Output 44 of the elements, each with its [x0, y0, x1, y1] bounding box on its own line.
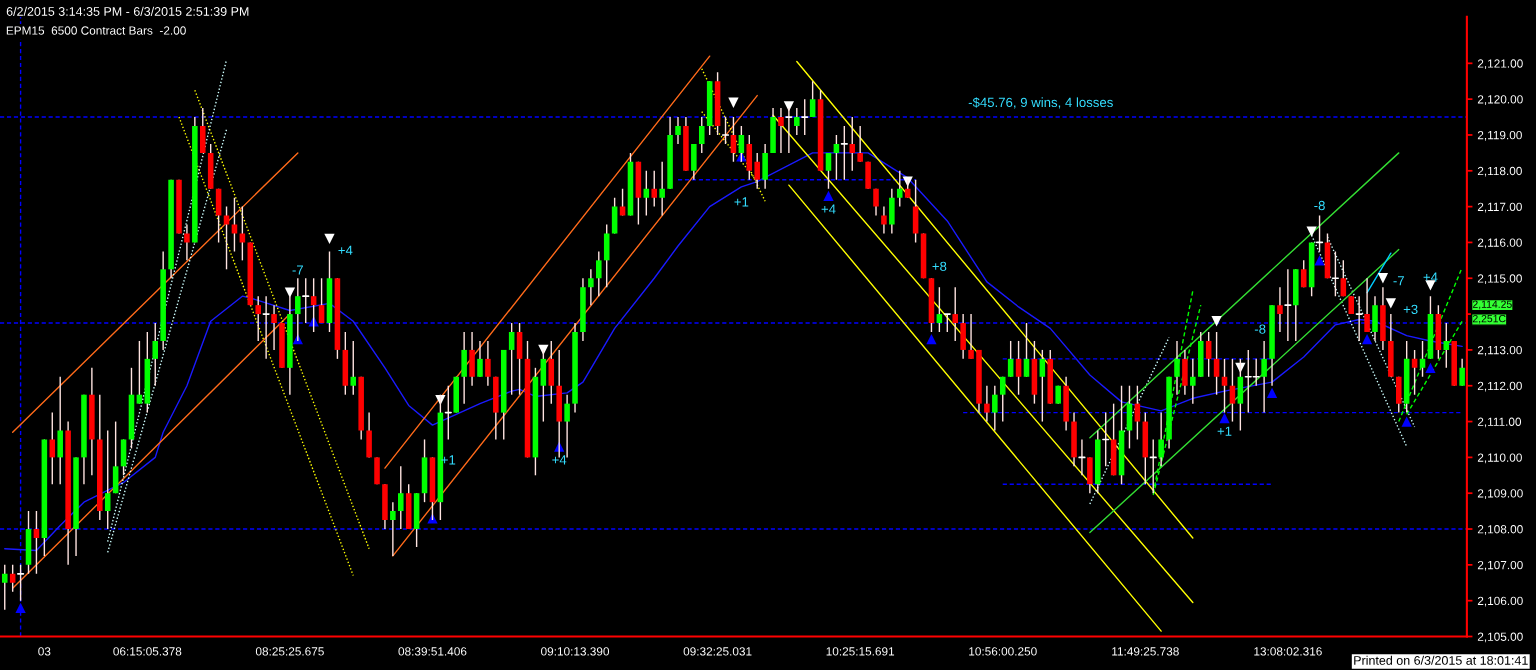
x-tick-label: 13:08:02.316 — [1254, 647, 1322, 656]
y-tick-label: 2,106.00 — [1477, 596, 1523, 607]
text: Printed on 6/3/2015 at 18:01:41 — [1354, 655, 1528, 665]
annotation: +1 — [734, 197, 749, 207]
y-tick-label: 2,117.00 — [1477, 202, 1522, 213]
annotation: -7 — [292, 265, 304, 275]
annotation: -8 — [1254, 324, 1266, 334]
y-tick-label: 2,119.00 — [1477, 131, 1522, 141]
x-tick-label: 06:15:05.378 — [113, 647, 182, 656]
x-tick-label: 08:25:25.675 — [255, 647, 324, 656]
y-tick-label: 2,110.00 — [1477, 453, 1522, 464]
chart-title: 6/2/2015 3:14:35 PM - 6/3/2015 2:51:39 PM — [6, 6, 249, 16]
y-tick-label: 2,105.00 — [1477, 632, 1523, 643]
y-tick-label: 2,120.00 — [1477, 95, 1523, 105]
text: 2,114.25 — [1472, 300, 1512, 310]
text: EPM15 6500 Contract Bars -2.00 — [6, 26, 186, 35]
x-tick-label: 08:39:51.406 — [398, 647, 467, 656]
y-tick-label: 2,113.00 — [1477, 345, 1522, 356]
y-tick-label: 2,111.00 — [1477, 417, 1522, 428]
annotation: -8 — [1314, 200, 1325, 211]
y-tick-label: 2,121.00 — [1477, 59, 1523, 70]
x-tick-label: 10:25:15.691 — [826, 647, 895, 656]
annotation: +4 — [338, 245, 353, 255]
x-tick-label: 09:10:13.390 — [541, 647, 610, 656]
annotation: +4 — [552, 455, 567, 465]
annotation: -7 — [1393, 276, 1404, 286]
annotation: -$45.76, 9 wins, 4 losses — [968, 97, 1113, 109]
x-tick-label: 09:32:25.031 — [683, 647, 752, 656]
annotation: +1 — [1217, 426, 1232, 436]
y-tick-label: 2,109.00 — [1477, 489, 1523, 499]
text: 2,251C — [1472, 314, 1506, 324]
y-tick-label: 2,118.00 — [1477, 166, 1522, 177]
y-tick-label: 2,107.00 — [1477, 560, 1523, 571]
y-tick-label: 2,108.00 — [1477, 525, 1523, 535]
annotation: +4 — [821, 204, 836, 214]
x-tick-label: 10:56:00.250 — [969, 647, 1037, 656]
y-tick-label: 2,112.00 — [1477, 381, 1522, 392]
annotation: +3 — [1403, 304, 1418, 315]
annotation: +8 — [932, 261, 947, 272]
y-tick-label: 2,115.00 — [1477, 274, 1522, 285]
annotation: +4 — [1423, 272, 1438, 282]
x-tick-label: 11:49:25.738 — [1112, 647, 1179, 656]
x-tick-label: 03 — [38, 647, 51, 656]
y-tick-label: 2,116.00 — [1477, 238, 1522, 249]
